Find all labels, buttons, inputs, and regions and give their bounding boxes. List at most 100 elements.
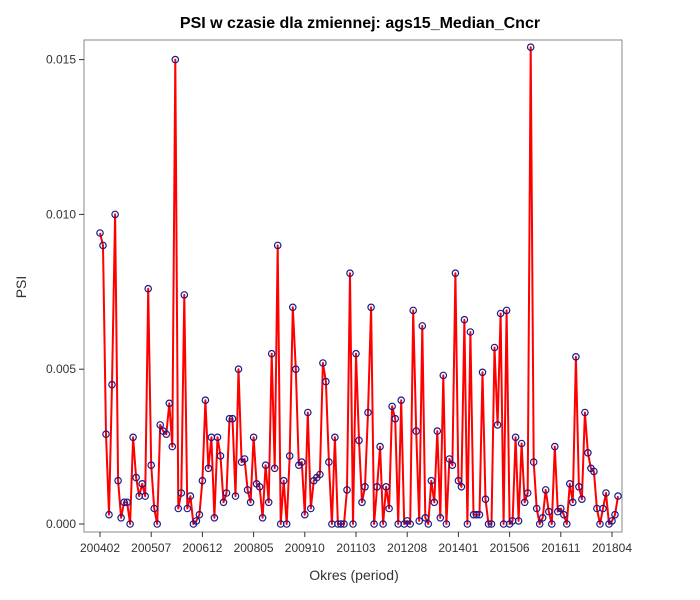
data-point	[138, 479, 147, 488]
data-point	[249, 433, 258, 442]
x-tick-label: 201401	[438, 541, 478, 555]
data-point	[481, 495, 490, 504]
data-point	[550, 442, 559, 451]
data-point	[174, 504, 183, 513]
x-tick-label: 201611	[541, 541, 580, 555]
data-point	[171, 55, 180, 64]
data-point	[355, 436, 363, 445]
data-point	[514, 517, 523, 525]
data-point	[388, 402, 396, 411]
data-point	[382, 482, 390, 491]
data-point	[231, 492, 240, 500]
data-point	[575, 482, 583, 491]
data-point	[397, 396, 406, 405]
data-point	[529, 458, 538, 466]
x-tick-label: 200612	[182, 541, 222, 555]
data-point	[216, 452, 225, 460]
data-point	[415, 517, 424, 525]
data-point	[126, 520, 134, 528]
data-point	[466, 328, 475, 336]
data-point	[520, 498, 529, 507]
data-point	[433, 427, 442, 435]
data-point	[222, 489, 231, 497]
data-point	[343, 486, 351, 494]
data-point	[261, 461, 270, 470]
data-point	[349, 520, 357, 528]
data-point	[340, 520, 348, 528]
data-point	[370, 520, 378, 528]
data-point	[204, 464, 213, 473]
data-point	[270, 464, 279, 473]
data-point	[562, 520, 571, 528]
data-point	[502, 306, 511, 315]
data-point	[180, 291, 189, 299]
data-point	[162, 430, 171, 439]
data-point	[565, 479, 574, 488]
data-point	[451, 269, 460, 278]
data-point	[599, 504, 607, 513]
y-tick-label: 0.005	[46, 362, 76, 376]
data-point	[391, 414, 400, 423]
data-point	[168, 442, 177, 451]
data-point	[156, 421, 165, 429]
data-point	[246, 498, 255, 507]
x-tick-label: 201804	[592, 541, 632, 555]
data-point	[331, 433, 339, 442]
data-point	[99, 241, 107, 250]
data-point	[322, 377, 330, 386]
data-point	[490, 343, 499, 352]
data-point	[364, 408, 372, 417]
data-point	[279, 476, 288, 485]
y-axis-label: PSI	[13, 276, 29, 299]
data-point	[210, 513, 219, 522]
data-point	[614, 492, 622, 500]
data-point	[153, 520, 162, 528]
data-point	[361, 482, 369, 491]
data-point	[96, 229, 104, 237]
data-point	[526, 43, 535, 52]
data-point	[111, 210, 119, 219]
data-point	[478, 368, 487, 377]
data-point	[517, 439, 526, 448]
x-tick-label: 200507	[131, 541, 171, 555]
data-point	[418, 322, 427, 330]
data-point	[303, 408, 312, 417]
data-point	[457, 482, 466, 491]
data-point	[285, 452, 294, 460]
y-axis: 0.000 0.005 0.010 0.015	[46, 53, 84, 531]
data-point	[358, 498, 366, 507]
data-point	[412, 427, 421, 435]
data-point	[177, 489, 186, 497]
data-point	[463, 520, 472, 528]
data-point	[234, 365, 243, 374]
data-point	[472, 510, 481, 519]
data-point	[454, 476, 463, 485]
data-point	[117, 513, 125, 522]
data-point	[183, 504, 192, 513]
data-point	[267, 349, 276, 358]
data-point	[337, 520, 345, 528]
data-point	[581, 408, 589, 417]
data-point	[556, 504, 565, 513]
data-point	[602, 489, 610, 497]
data-point	[590, 467, 598, 476]
data-point	[541, 486, 550, 494]
data-point	[475, 510, 484, 519]
x-axis-label: Okres (period)	[309, 567, 398, 583]
data-point	[186, 492, 195, 500]
data-point	[201, 396, 210, 405]
data-point	[544, 507, 553, 516]
data-point	[439, 371, 448, 380]
data-point	[448, 461, 457, 470]
data-point	[496, 309, 505, 318]
data-point	[584, 448, 592, 457]
data-point	[608, 517, 616, 525]
data-point	[264, 498, 273, 507]
data-point	[258, 513, 267, 522]
data-point	[484, 520, 493, 528]
y-tick-label: 0.000	[46, 517, 76, 531]
data-point	[225, 414, 234, 423]
data-point	[325, 458, 333, 466]
data-point	[346, 269, 354, 278]
data-point	[424, 520, 433, 528]
